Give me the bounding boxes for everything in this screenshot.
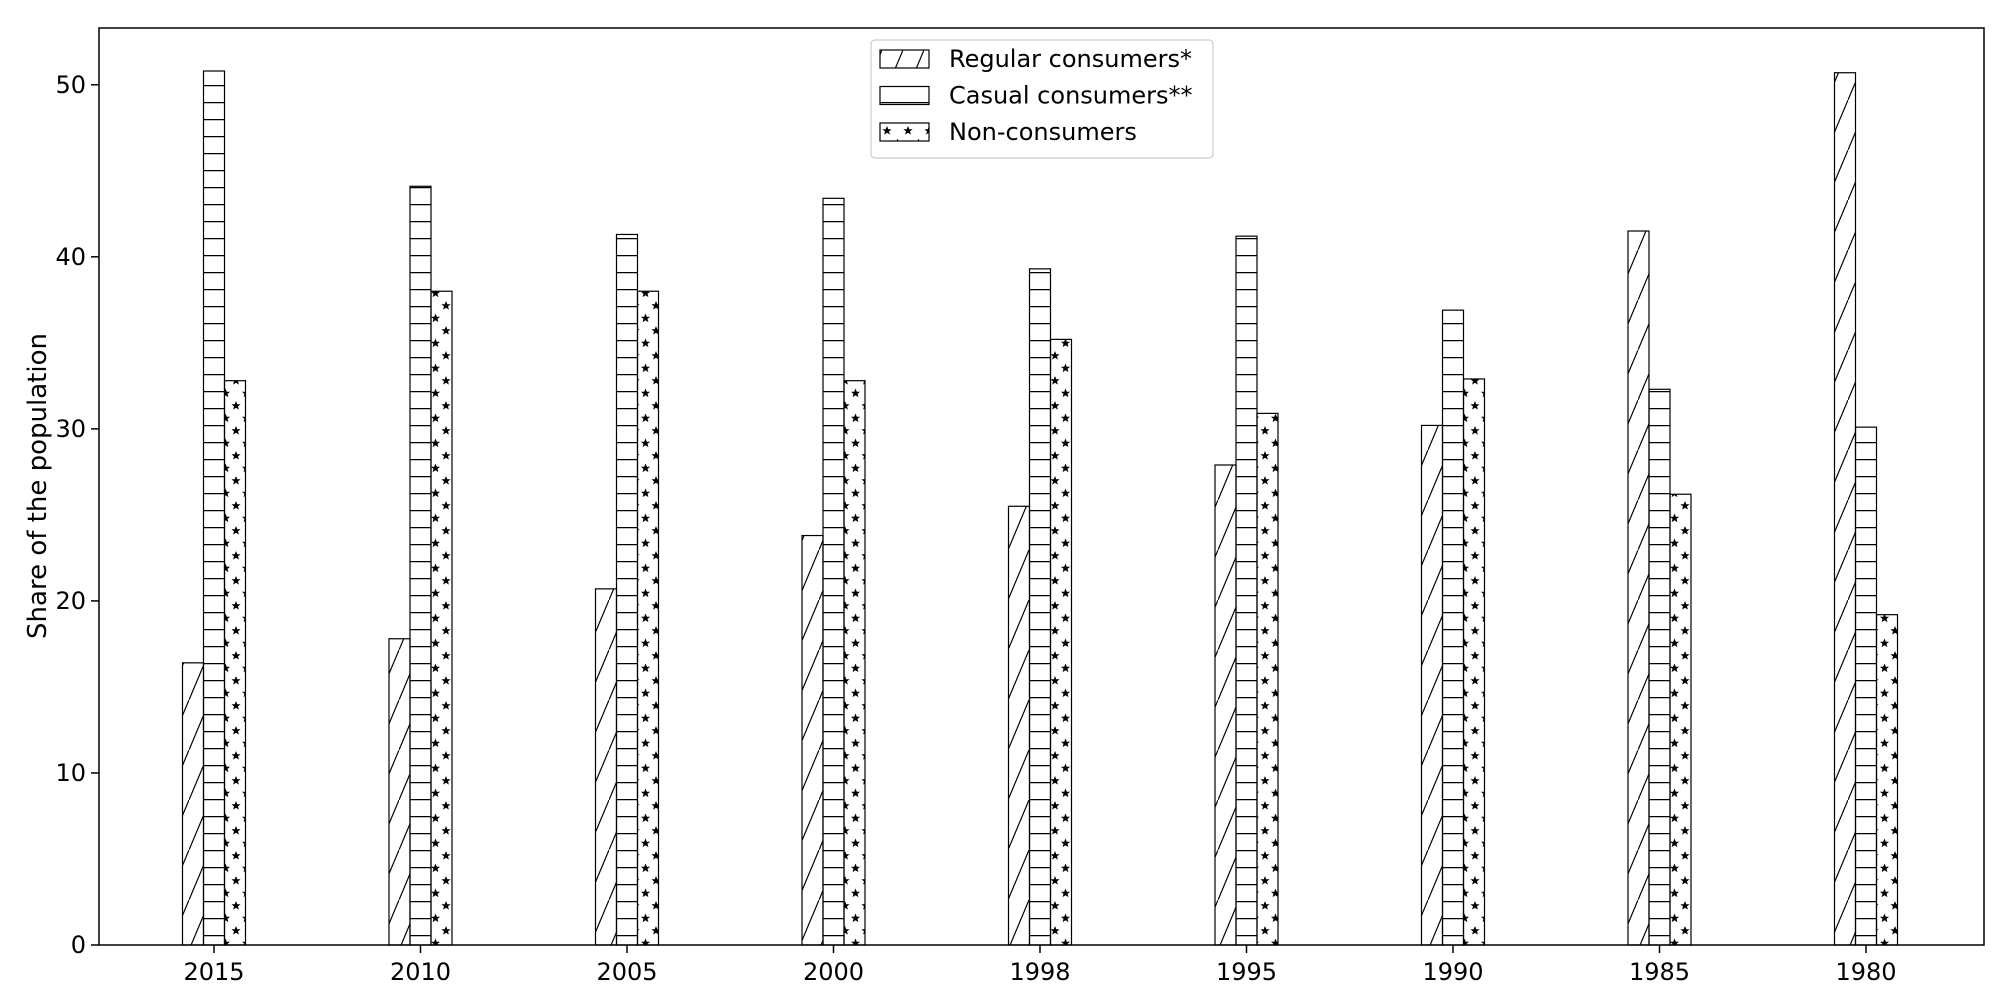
y-axis-label: Share of the population — [23, 333, 53, 639]
x-tick-label: 1990 — [1422, 958, 1483, 986]
bar-non-consumers-1998 — [1049, 338, 1073, 946]
bar-non-consumers-2000 — [843, 380, 866, 946]
bar-regular-consumers-1998 — [1007, 505, 1031, 946]
legend: Regular consumers* Casual consumers** Non-… — [870, 39, 1214, 159]
bar-casual-consumers-2000 — [822, 197, 845, 946]
y-tick-label: 10 — [55, 759, 86, 787]
bar-non-consumers-1985 — [1669, 493, 1692, 946]
bar-non-consumers-1990 — [1462, 378, 1486, 946]
plot-frame — [98, 27, 1985, 946]
x-tick-label: 2005 — [596, 958, 657, 986]
x-tick-label: 1985 — [1629, 958, 1690, 986]
bar-casual-consumers-2005 — [615, 233, 639, 946]
legend-label-casual-consumers: Casual consumers** — [949, 82, 1193, 110]
bar-casual-consumers-1995 — [1235, 235, 1258, 946]
legend-box — [870, 39, 1214, 159]
y-tick-label: 30 — [55, 415, 86, 443]
y-tick-label: 20 — [55, 587, 86, 615]
bars-group — [181, 70, 1899, 946]
x-tick-label: 1980 — [1835, 958, 1896, 986]
x-tick-label: 1998 — [1009, 958, 1070, 986]
legend-swatch-regular-consumers — [879, 49, 930, 69]
x-tick-label: 2015 — [183, 958, 244, 986]
y-tick-label: 40 — [55, 243, 86, 271]
bar-regular-consumers-1985 — [1627, 230, 1650, 946]
bar-regular-consumers-2015 — [181, 662, 205, 946]
x-tick-label: 2010 — [390, 958, 451, 986]
legend-swatch-non-consumers — [879, 122, 930, 142]
bar-non-consumers-2005 — [636, 290, 660, 946]
bar-regular-consumers-2000 — [801, 534, 824, 946]
bar-casual-consumers-2010 — [409, 185, 432, 946]
bar-casual-consumers-1998 — [1028, 268, 1052, 946]
bar-regular-consumers-2005 — [594, 588, 618, 946]
x-tick-label: 1995 — [1216, 958, 1277, 986]
bar-regular-consumers-2010 — [388, 638, 411, 946]
bar-regular-consumers-1980 — [1833, 72, 1857, 946]
bar-non-consumers-1980 — [1875, 614, 1899, 946]
legend-label-non-consumers: Non-consumers — [949, 118, 1137, 146]
legend-label-regular-consumers: Regular consumers* — [949, 45, 1192, 73]
bar-casual-consumers-2015 — [202, 70, 226, 946]
bar-casual-consumers-1980 — [1854, 426, 1878, 946]
bar-non-consumers-2010 — [430, 290, 453, 946]
x-tick-label: 2000 — [803, 958, 864, 986]
y-axis: 0 10 20 30 40 50 — [55, 71, 99, 959]
bar-regular-consumers-1995 — [1214, 464, 1237, 946]
y-tick-label: 50 — [55, 71, 86, 99]
y-tick-label: 0 — [71, 931, 86, 959]
bar-regular-consumers-1990 — [1420, 424, 1444, 946]
bar-non-consumers-1995 — [1256, 412, 1279, 946]
bar-casual-consumers-1990 — [1441, 309, 1465, 946]
bar-casual-consumers-1985 — [1648, 388, 1671, 946]
bar-non-consumers-2015 — [223, 380, 247, 946]
legend-swatch-casual-consumers — [879, 85, 930, 106]
x-axis: 2015 2010 2005 2000 1998 1995 1990 1985 1980 — [183, 945, 1897, 986]
